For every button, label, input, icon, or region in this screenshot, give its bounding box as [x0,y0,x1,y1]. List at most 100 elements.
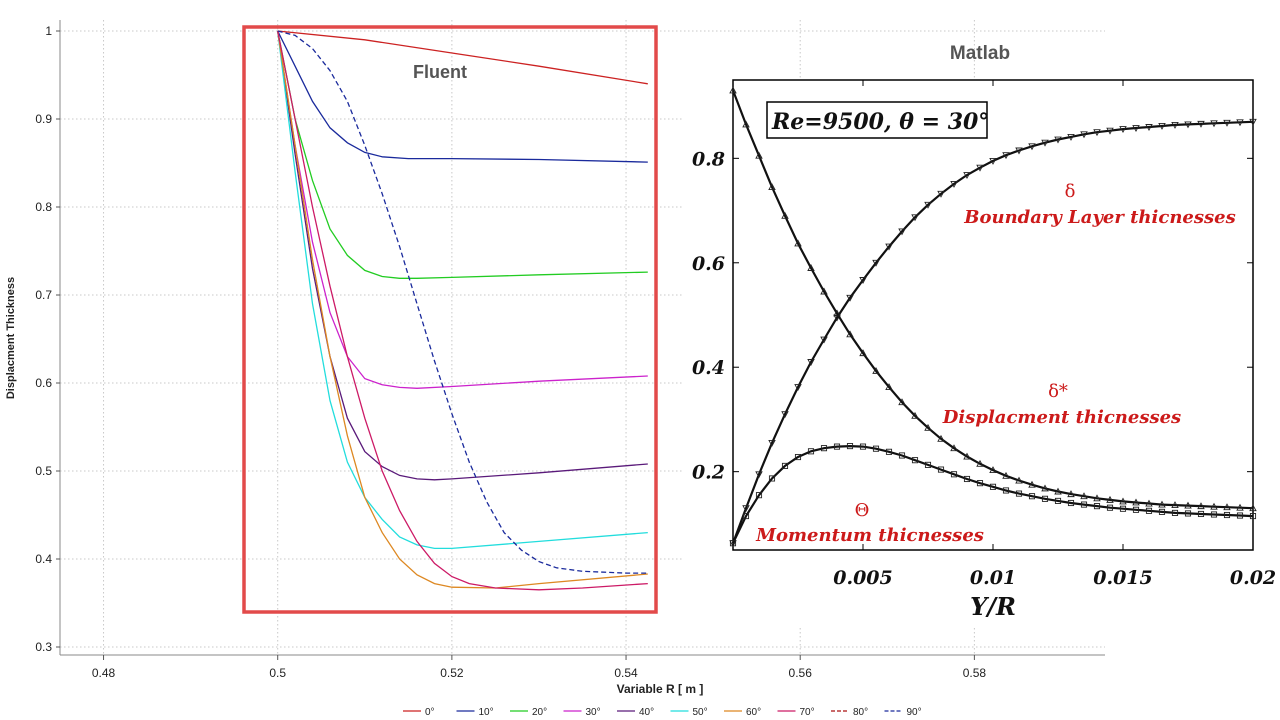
fluent-y-tick-label-6: 0.9 [35,112,52,126]
matlab-x-tick-label-2: 0.015 [1093,567,1153,589]
matlab-marker-0-32 [1145,124,1153,131]
annotation-delta-symbol: δ [1065,181,1076,202]
matlab-x-tick-label-3: 0.02 [1230,567,1276,589]
matlab-series-line-1 [731,90,1254,510]
matlab-marker-0-34 [1171,121,1179,129]
fluent-legend-label-7: 70° [800,707,815,718]
matlab-marker-1-0 [729,86,737,94]
fluent-y-tick-label-1: 0.4 [35,552,52,566]
fluent-legend-label-9: 90° [907,707,922,718]
matlab-marker-1-21 [1002,471,1010,479]
fluent-legend: 0° 10° 20° 30° 40° 50° 60° 70° 80° 90° [403,707,922,718]
fluent-x-tick-label-1: 0.5 [269,666,286,680]
matlab-marker-1-26 [1067,490,1075,498]
matlab-marker-0-22 [1015,147,1023,155]
matlab-parameter-text: Re=9500, θ = 30° [771,109,989,135]
matlab-marker-2-11 [872,445,880,452]
fluent-legend-label-3: 30° [586,707,601,718]
matlab-marker-2-5 [794,453,802,461]
fluent-legend-label-4: 40° [639,707,654,718]
matlab-y-tick-label-3: 0.8 [692,148,725,170]
matlab-marker-2-12 [885,448,893,455]
matlab-marker-2-18 [963,475,971,483]
matlab-marker-2-28 [1093,503,1101,510]
matlab-marker-0-24 [1041,139,1049,147]
annotation-displacement-text: Displacment thicnesses [942,407,1181,428]
matlab-marker-0-35 [1184,121,1192,129]
matlab-marker-0-27 [1080,131,1088,139]
matlab-marker-2-35 [1184,510,1192,517]
matlab-marker-1-33 [1158,500,1166,508]
fluent-series-line-5 [277,30,648,550]
annotation-momentum-text: Momentum thicnesses [755,525,984,546]
matlab-marker-0-15 [924,201,932,209]
annotation-theta-symbol: Θ [855,500,870,521]
matlab-marker-1-39 [1236,503,1244,511]
fluent-x-tick-label-4: 0.56 [789,666,813,680]
annotation-boundary-layer-text: Boundary Layer thicnesses [963,207,1235,228]
matlab-marker-0-33 [1158,123,1166,130]
fluent-legend-label-2: 20° [532,707,547,718]
matlab-marker-2-1 [742,513,750,520]
matlab-marker-2-38 [1223,511,1231,519]
matlab-marker-1-28 [1093,494,1101,502]
fluent-legend-label-1: 10° [479,707,494,718]
matlab-marker-2-40 [1249,513,1257,520]
fluent-y-tick-label-7: 1 [45,24,52,38]
matlab-marker-1-16 [937,434,945,442]
fluent-series-line-4 [277,30,648,481]
matlab-panel-background [683,78,1280,628]
matlab-marker-0-2 [755,471,763,479]
matlab-marker-0-6 [807,359,815,366]
matlab-series-line-2 [732,444,1254,544]
matlab-marker-0-17 [950,180,958,188]
matlab-marker-2-10 [859,443,867,450]
matlab-marker-1-25 [1054,487,1062,495]
matlab-x-axis-title: Y/R [970,592,1016,621]
matlab-marker-1-15 [924,423,932,431]
matlab-marker-0-5 [794,384,802,392]
matlab-marker-2-25 [1054,497,1062,504]
matlab-marker-1-27 [1080,492,1088,500]
matlab-y-ticks: 0.2 0.4 0.6 0.8 [692,148,1253,484]
matlab-marker-1-36 [1197,502,1205,510]
fluent-series-line-0 [277,30,648,85]
matlab-x-tick-label-1: 0.01 [970,567,1016,589]
matlab-marker-2-34 [1171,509,1179,516]
matlab-marker-2-13 [898,452,906,459]
matlab-marker-0-28 [1093,129,1101,137]
matlab-marker-2-15 [924,461,932,468]
fluent-series-group [277,30,648,591]
matlab-marker-1-7 [820,287,828,295]
matlab-marker-2-27 [1080,501,1088,508]
matlab-marker-2-32 [1145,507,1153,514]
matlab-marker-2-36 [1197,510,1205,518]
matlab-series-line-0 [731,120,1254,544]
matlab-marker-2-0 [729,540,737,547]
matlab-y-tick-label-0: 0.2 [692,462,725,484]
fluent-series-line-7 [277,30,648,591]
matlab-y-tick-label-2: 0.6 [692,253,725,275]
matlab-marker-2-6 [807,448,815,455]
matlab-marker-0-23 [1028,143,1036,151]
matlab-marker-2-7 [820,445,828,452]
fluent-series-line-1 [277,30,648,163]
matlab-marker-2-20 [989,483,997,490]
matlab-marker-2-26 [1067,499,1075,507]
matlab-marker-0-14 [911,214,919,222]
matlab-marker-2-2 [755,492,763,499]
matlab-marker-1-18 [963,452,971,460]
matlab-marker-1-9 [846,330,854,338]
matlab-marker-0-31 [1132,125,1140,132]
matlab-marker-0-40 [1249,118,1257,126]
fluent-axes [59,20,1105,656]
matlab-marker-1-8 [833,309,841,317]
matlab-marker-1-11 [872,366,880,374]
fluent-legend-label-0: 0° [425,707,435,718]
matlab-marker-0-21 [1002,152,1010,160]
matlab-marker-2-9 [846,443,854,450]
matlab-marker-2-39 [1236,512,1244,519]
fluent-y-axis-title: Displacment Thickness [5,277,17,399]
matlab-marker-1-17 [950,444,958,452]
